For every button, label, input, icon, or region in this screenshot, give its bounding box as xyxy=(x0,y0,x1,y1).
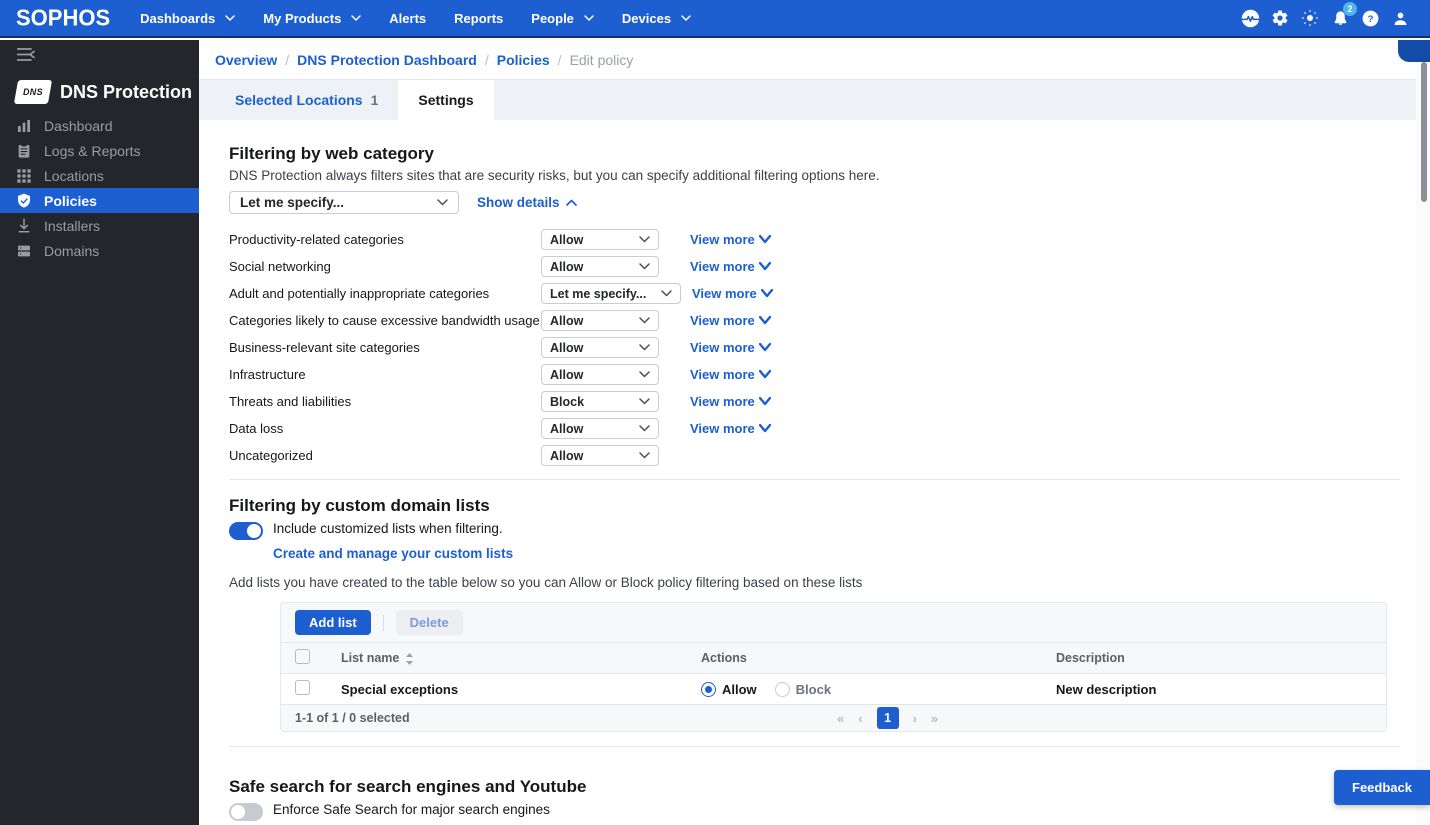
svg-text:?: ? xyxy=(1367,14,1373,25)
